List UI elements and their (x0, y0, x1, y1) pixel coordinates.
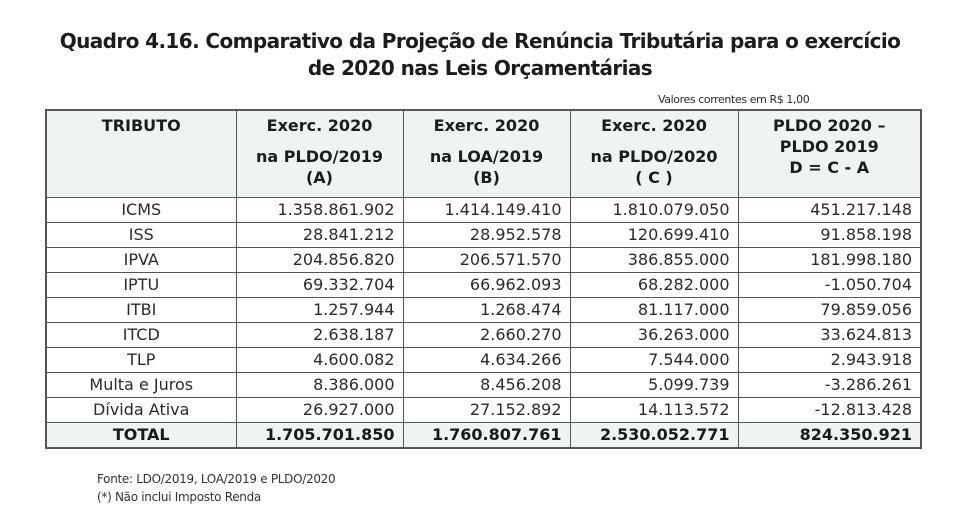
cell-c: 1.810.079.050 (569, 197, 739, 223)
total-row: TOTAL 1.705.701.850 1.760.807.761 2.530.… (45, 422, 922, 449)
cell-tributo: ITBI (45, 297, 237, 323)
units-note: Valores correntes em R$ 1,00 (658, 93, 810, 106)
cell-c: 7.544.000 (569, 347, 739, 373)
cell-a: 28.841.212 (235, 222, 404, 248)
cell-a: 1.257.944 (235, 297, 404, 323)
cell-a: 26.927.000 (235, 397, 404, 423)
cell-total-b: 1.760.807.761 (402, 422, 571, 449)
cell-c: 5.099.739 (569, 372, 739, 398)
cell-b: 1.414.149.410 (402, 197, 571, 223)
cell-a: 2.638.187 (235, 322, 404, 348)
cell-d: -12.813.428 (737, 397, 922, 423)
header-tributo: TRIBUTO (45, 109, 237, 198)
cell-d: -3.286.261 (737, 372, 922, 398)
cell-a: 204.856.820 (235, 247, 404, 273)
cell-tributo: Multa e Juros (45, 372, 237, 398)
table-notes: Fonte: LDO/2019, LOA/2019 e PLDO/2020 (*… (97, 470, 336, 506)
cell-tributo: Dívida Ativa (45, 397, 237, 423)
table-row: IPTU 69.332.704 66.962.093 68.282.000 -1… (45, 272, 922, 298)
source-note: Fonte: LDO/2019, LOA/2019 e PLDO/2020 (97, 472, 336, 486)
table-row: ISS 28.841.212 28.952.578 120.699.410 91… (45, 222, 922, 248)
header-pldo-2020: Exerc. 2020 na PLDO/2020 ( C ) (569, 109, 739, 198)
table-row: ICMS 1.358.861.902 1.414.149.410 1.810.0… (45, 197, 922, 223)
table-row: Dívida Ativa 26.927.000 27.152.892 14.11… (45, 397, 922, 423)
header-pldo-2019: Exerc. 2020 na PLDO/2019 (A) (235, 109, 404, 198)
title-line-1: Quadro 4.16. Comparativo da Projeção de … (59, 29, 901, 53)
cell-d: 2.943.918 (737, 347, 922, 373)
cell-c: 36.263.000 (569, 322, 739, 348)
cell-total-c: 2.530.052.771 (569, 422, 739, 449)
table-row: Multa e Juros 8.386.000 8.456.208 5.099.… (45, 372, 922, 398)
cell-tributo: ISS (45, 222, 237, 248)
table-row: ITCD 2.638.187 2.660.270 36.263.000 33.6… (45, 322, 922, 348)
cell-d: 79.859.056 (737, 297, 922, 323)
cell-a: 4.600.082 (235, 347, 404, 373)
table-row: TLP 4.600.082 4.634.266 7.544.000 2.943.… (45, 347, 922, 373)
cell-c: 120.699.410 (569, 222, 739, 248)
cell-tributo: IPTU (45, 272, 237, 298)
table-row: ITBI 1.257.944 1.268.474 81.117.000 79.8… (45, 297, 922, 323)
cell-tributo: ITCD (45, 322, 237, 348)
cell-tributo: ICMS (45, 197, 237, 223)
cell-c: 14.113.572 (569, 397, 739, 423)
cell-c: 386.855.000 (569, 247, 739, 273)
tax-waiver-comparison-table: TRIBUTO Exerc. 2020 na PLDO/2019 (A) Exe… (45, 109, 922, 449)
cell-b: 2.660.270 (402, 322, 571, 348)
cell-a: 69.332.704 (235, 272, 404, 298)
header-difference: PLDO 2020 – PLDO 2019 D = C - A (737, 109, 922, 198)
cell-c: 68.282.000 (569, 272, 739, 298)
cell-b: 28.952.578 (402, 222, 571, 248)
document-title: Quadro 4.16. Comparativo da Projeção de … (0, 28, 960, 82)
cell-b: 66.962.093 (402, 272, 571, 298)
cell-b: 27.152.892 (402, 397, 571, 423)
cell-a: 8.386.000 (235, 372, 404, 398)
cell-b: 4.634.266 (402, 347, 571, 373)
title-line-2: de 2020 nas Leis Orçamentárias (307, 56, 653, 80)
header-loa-2019: Exerc. 2020 na LOA/2019 (B) (402, 109, 571, 198)
cell-c: 81.117.000 (569, 297, 739, 323)
cell-tributo: TLP (45, 347, 237, 373)
cell-b: 8.456.208 (402, 372, 571, 398)
cell-a: 1.358.861.902 (235, 197, 404, 223)
cell-d: 451.217.148 (737, 197, 922, 223)
cell-d: 181.998.180 (737, 247, 922, 273)
cell-total-label: TOTAL (45, 422, 237, 449)
cell-d: 91.858.198 (737, 222, 922, 248)
cell-d: 33.624.813 (737, 322, 922, 348)
cell-total-d: 824.350.921 (737, 422, 922, 449)
header-row: TRIBUTO Exerc. 2020 na PLDO/2019 (A) Exe… (45, 109, 922, 198)
cell-b: 206.571.570 (402, 247, 571, 273)
footnote: (*) Não inclui Imposto Renda (97, 490, 261, 504)
table-row: IPVA 204.856.820 206.571.570 386.855.000… (45, 247, 922, 273)
cell-tributo: IPVA (45, 247, 237, 273)
cell-total-a: 1.705.701.850 (235, 422, 404, 449)
cell-d: -1.050.704 (737, 272, 922, 298)
cell-b: 1.268.474 (402, 297, 571, 323)
